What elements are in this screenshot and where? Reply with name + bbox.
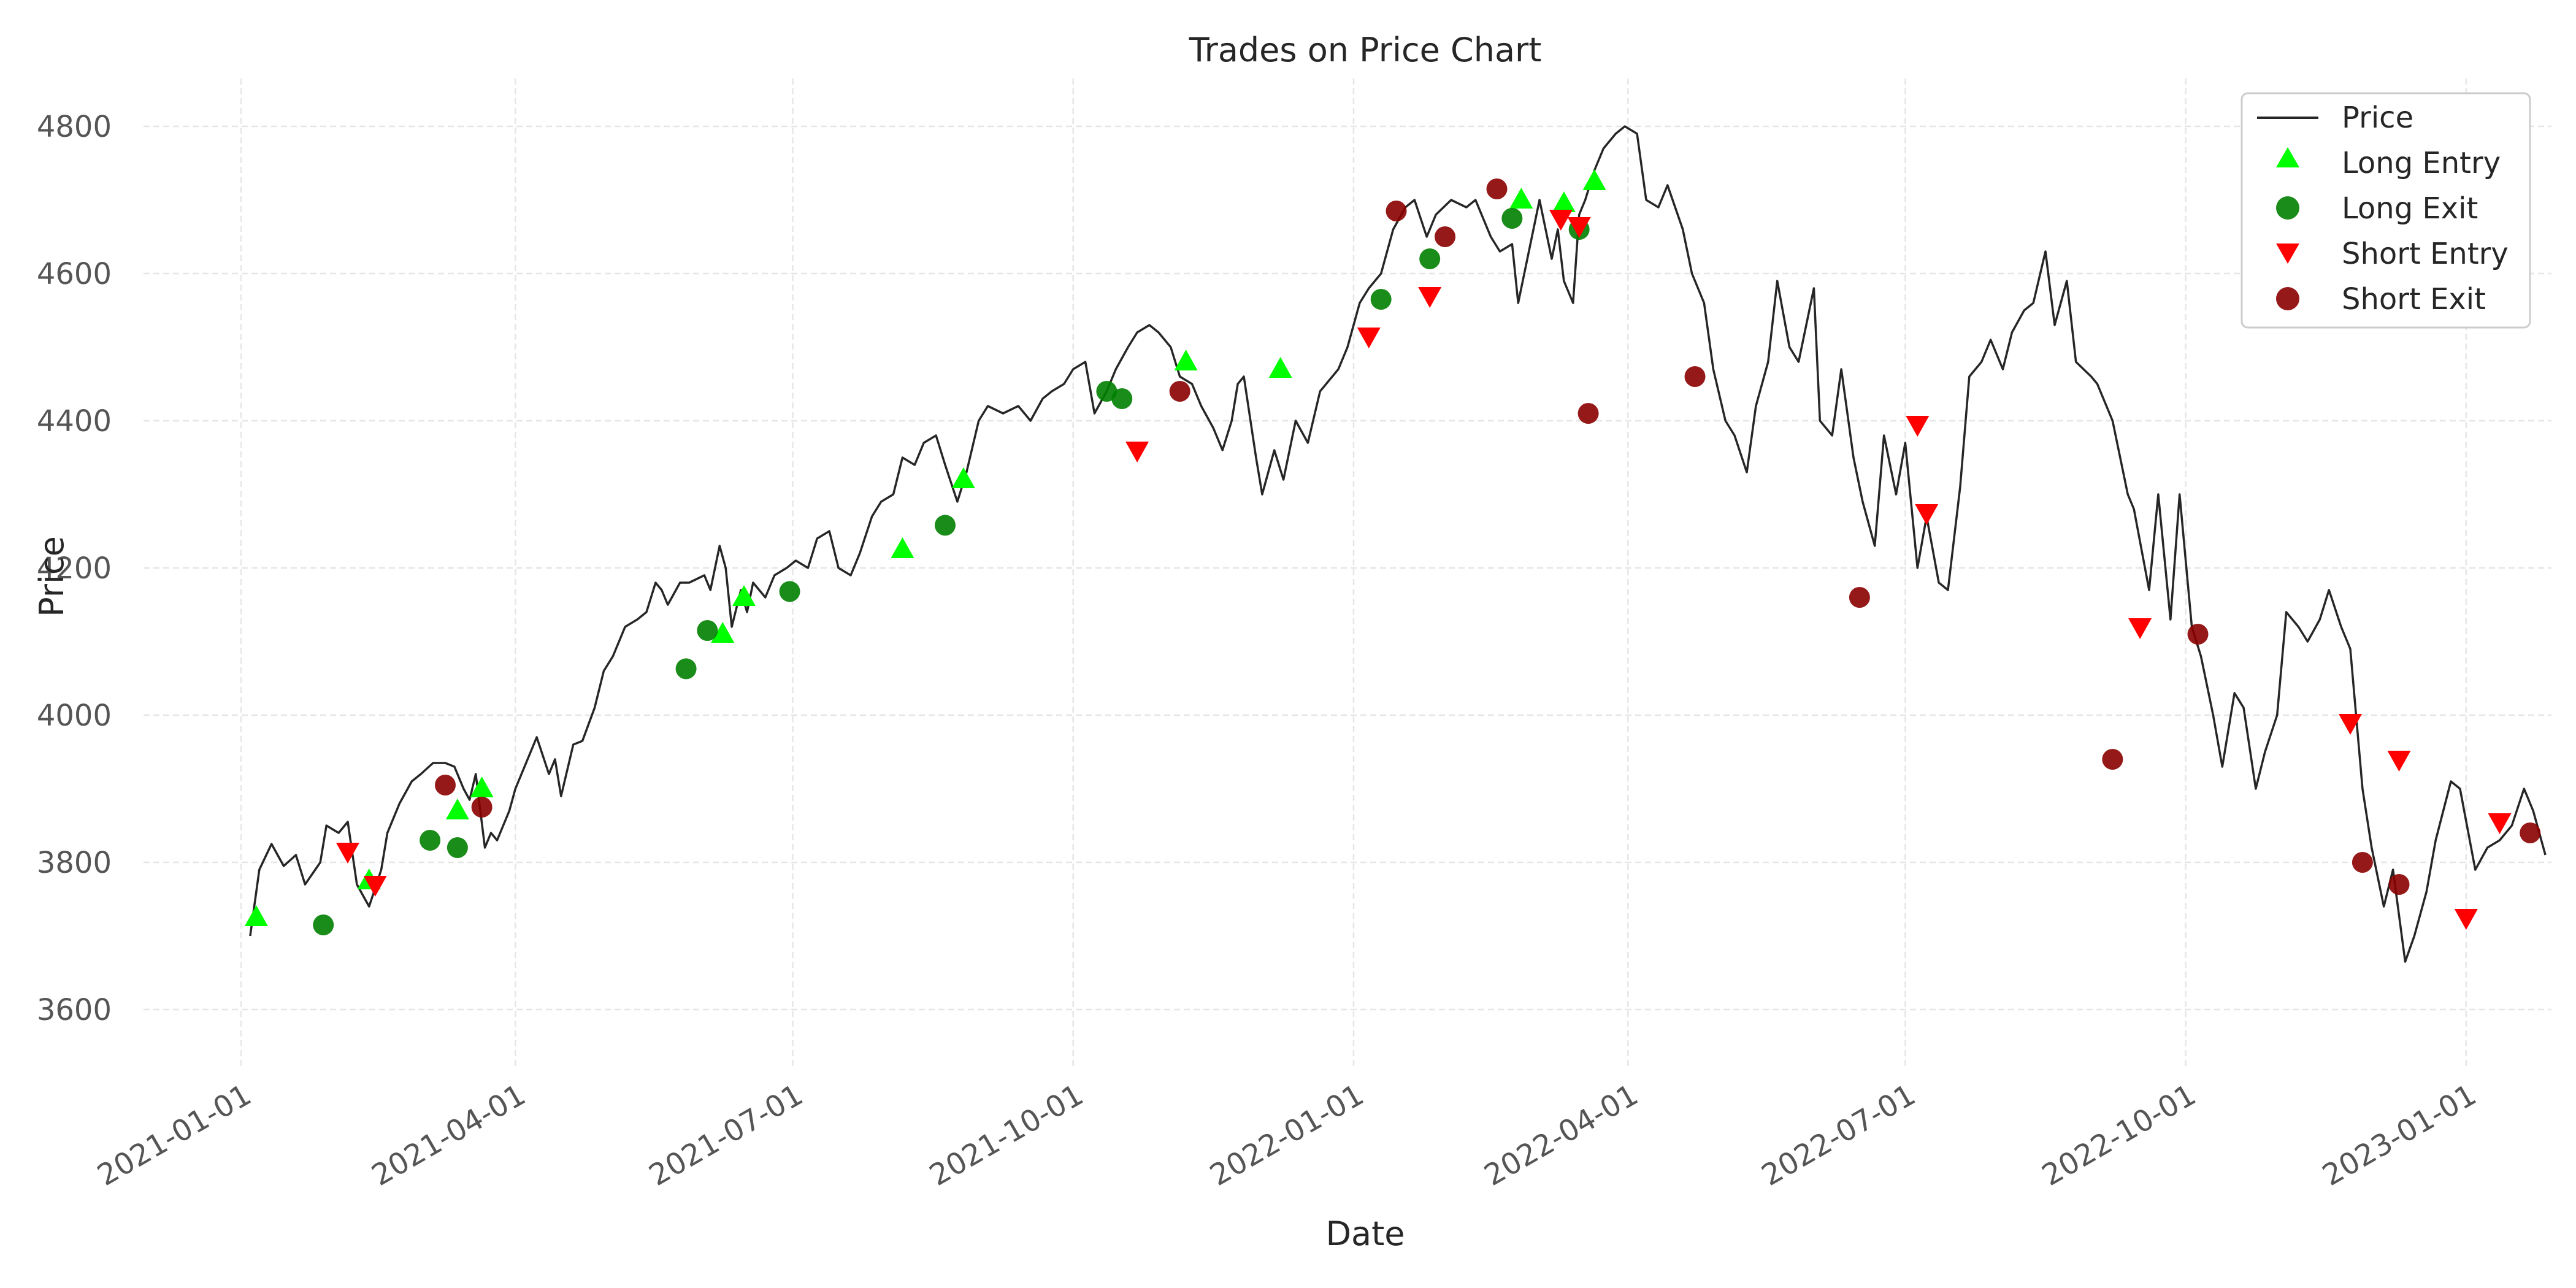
long-entry-marker: [1174, 350, 1198, 370]
long-entry-marker: [1552, 191, 1576, 212]
legend-label-long-entry: Long Entry: [2342, 146, 2501, 180]
long-entry-marker: [891, 537, 914, 558]
x-tick-label: 2021-04-01: [366, 1078, 532, 1193]
short-exit-marker: [1386, 201, 1407, 221]
long-exit-marker: [420, 830, 441, 851]
short-entry-marker: [1915, 504, 1939, 525]
y-axis-ticks: 3600 3800 4000 4200 4400 4600 4800: [37, 110, 112, 1027]
legend-long-exit-swatch: [2276, 196, 2299, 220]
long-exit-marker: [1370, 289, 1392, 310]
long-exit-marker: [697, 620, 718, 641]
short-exit-marker: [1486, 178, 1508, 199]
short-entry-marker: [2128, 618, 2152, 639]
short-entry-marker: [1567, 217, 1591, 238]
legend-box: [2241, 92, 2531, 329]
x-axis-ticks: 2021-01-01 2021-04-01 2021-07-01 2021-10-01…: [91, 1078, 2482, 1193]
legend-short-entry-swatch: [2276, 243, 2299, 264]
y-tick-label: 3800: [37, 846, 112, 880]
trade-markers: [244, 169, 2541, 935]
long-exit-marker: [675, 658, 697, 680]
long-entry-marker: [1582, 169, 1606, 190]
x-axis-label: Date: [1325, 1214, 1405, 1253]
short-exit-marker: [1849, 587, 1870, 608]
long-exit-marker: [1419, 248, 1441, 269]
legend: Price Long Entry Long Exit Short Entry S…: [2241, 92, 2531, 329]
legend-long-entry-swatch: [2276, 147, 2299, 167]
long-exit-marker: [313, 914, 334, 935]
long-exit-marker: [1111, 388, 1133, 409]
short-entry-marker: [2488, 813, 2512, 834]
short-exit-marker: [434, 775, 456, 795]
long-entry-marker: [445, 799, 469, 819]
long-exit-marker: [779, 581, 800, 602]
x-tick-label: 2022-01-01: [1204, 1078, 1370, 1193]
short-entry-marker: [1125, 442, 1149, 462]
legend-label-price: Price: [2342, 101, 2413, 135]
y-tick-label: 4000: [37, 699, 112, 733]
long-entry-marker: [732, 585, 756, 606]
legend-label-short-exit: Short Exit: [2342, 282, 2486, 316]
long-exit-marker: [1501, 208, 1523, 229]
short-entry-marker: [1906, 416, 1930, 437]
long-entry-marker: [244, 905, 268, 926]
short-entry-marker: [363, 876, 387, 897]
short-exit-marker: [2102, 749, 2123, 770]
short-exit-marker: [1435, 226, 1456, 247]
y-tick-label: 4600: [37, 257, 112, 291]
long-entry-marker: [470, 776, 494, 797]
long-exit-marker: [447, 837, 468, 858]
short-exit-marker: [2520, 822, 2541, 843]
price-series: [249, 125, 2547, 963]
long-entry-marker: [951, 467, 975, 488]
y-tick-label: 4200: [37, 551, 112, 586]
short-entry-marker: [2454, 909, 2478, 930]
short-exit-marker: [2388, 874, 2410, 895]
short-entry-marker: [1549, 210, 1573, 231]
y-tick-label: 3600: [37, 993, 112, 1027]
short-entry-marker: [2339, 714, 2363, 735]
long-exit-marker: [935, 515, 956, 536]
y-axis-label: Price: [33, 536, 71, 617]
x-tick-label: 2023-01-01: [2317, 1078, 2482, 1193]
chart-title: Trades on Price Chart: [1189, 31, 1542, 69]
short-exit-marker: [1169, 381, 1190, 402]
x-tick-label: 2021-10-01: [924, 1078, 1089, 1193]
short-exit-marker: [1684, 366, 1706, 387]
short-entry-marker: [335, 843, 359, 864]
short-exit-marker: [1577, 403, 1599, 424]
long-entry-marker: [1268, 357, 1292, 378]
price-line: [249, 125, 2547, 963]
y-tick-label: 4800: [37, 110, 112, 144]
short-entry-marker: [2387, 751, 2411, 772]
legend-label-short-entry: Short Entry: [2342, 237, 2509, 271]
long-entry-marker: [1509, 188, 1533, 209]
x-tick-label: 2022-04-01: [1479, 1078, 1644, 1193]
short-exit-marker: [2187, 624, 2209, 645]
short-entry-marker: [1418, 287, 1442, 308]
short-entry-marker: [1357, 328, 1381, 348]
x-tick-label: 2021-07-01: [643, 1078, 809, 1193]
x-tick-label: 2021-01-01: [91, 1078, 257, 1193]
grid: [144, 79, 2551, 1068]
legend-short-exit-swatch: [2276, 287, 2299, 310]
x-tick-label: 2022-07-01: [1756, 1078, 1922, 1193]
legend-label-long-exit: Long Exit: [2342, 191, 2478, 226]
x-tick-label: 2022-10-01: [2036, 1078, 2202, 1193]
short-exit-marker: [2352, 852, 2373, 873]
long-entry-marker: [711, 622, 735, 643]
short-exit-marker: [471, 797, 493, 818]
y-tick-label: 4400: [37, 404, 112, 439]
